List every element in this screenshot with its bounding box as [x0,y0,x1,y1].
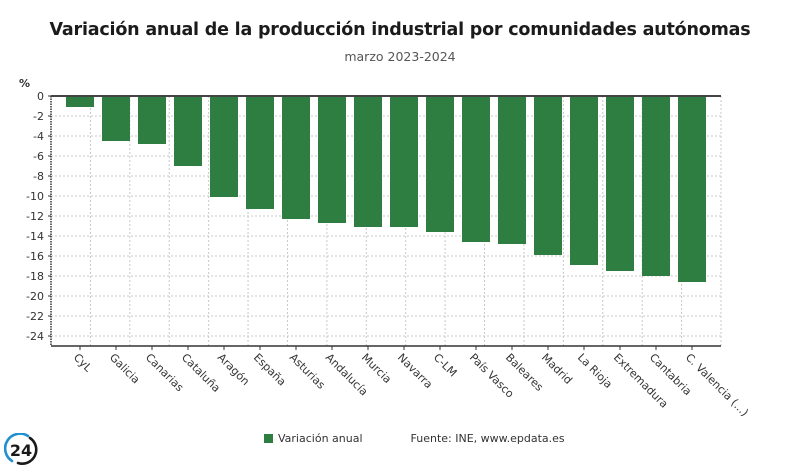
y-tick-label: -8 [33,170,44,183]
bar-13 [498,96,526,244]
y-tick-labels: 0 -2 -4 -6 -8 -10 -12 -14 -16 -18 -20 -22 -24 [26,90,44,343]
x-tick-label: Navarra [395,351,435,391]
bar-3 [138,96,166,144]
bar-15 [570,96,598,265]
logo-text: 24 [10,441,32,460]
y-tick-label: -6 [33,150,44,163]
bars [66,96,706,282]
bar-14 [534,96,562,255]
y-tick-label: 0 [37,90,44,103]
y-tick-label: -10 [26,190,44,203]
y-tick-label: -2 [33,110,44,123]
bar-2 [102,96,130,141]
bar-16 [606,96,634,271]
y-tick-label: -12 [26,210,44,223]
x-tick-label: La Rioja [575,351,615,391]
x-tick-label: Madrid [539,351,575,387]
x-tick-label: Murcia [359,351,394,386]
y-tick-label: -16 [26,250,44,263]
chart-subtitle: marzo 2023-2024 [344,49,456,64]
y-tick-label: -20 [26,290,44,303]
x-tick-labels: CyL Galicia CanariasCataluñaAragónEspañaAs… [71,351,751,419]
y-tick-label: -4 [33,130,44,143]
y-tick-label: -18 [26,270,44,283]
bar-7 [282,96,310,219]
chart-title: Variación anual de la producción industr… [49,20,751,40]
bar-1 [66,96,94,107]
y-tick-label: -14 [26,230,44,243]
bar-8 [318,96,346,223]
logo-arc-icon [4,433,30,463]
europa-press-24-logo: 24 [4,433,38,465]
y-tick-label: -22 [26,310,44,323]
bar-9 [354,96,382,227]
y-tick-label: -24 [26,330,44,343]
bar-6 [246,96,274,209]
y-axis-label: % [19,77,30,90]
x-tick-label: España [251,351,289,389]
x-tick-label: CyL [71,351,95,375]
legend: Variación anual Fuente: INE, www.epdata.… [264,432,565,445]
bar-17 [642,96,670,276]
logo-arc-dark-icon [16,436,38,465]
x-tick-label: Canarias [143,351,186,394]
bar-12 [462,96,490,242]
x-tick-label: C-LM [431,351,459,379]
bar-10 [390,96,418,227]
source-note: Fuente: INE, www.epdata.es [410,432,565,445]
legend-swatch [264,434,273,443]
x-tick-label: Galicia [107,351,143,387]
legend-label: Variación anual [278,432,363,445]
axes [48,95,721,350]
bar-5 [210,96,238,197]
x-tick-label: C. Valencia (...) [683,351,751,419]
bar-18 [678,96,706,282]
bar-4 [174,96,202,166]
x-tick-label: Asturias [287,351,328,392]
bar-11 [426,96,454,232]
bar-chart: 0 -2 -4 -6 -8 -10 -12 -14 -16 -18 -20 -22 -24 CyL Gal… [19,77,751,419]
